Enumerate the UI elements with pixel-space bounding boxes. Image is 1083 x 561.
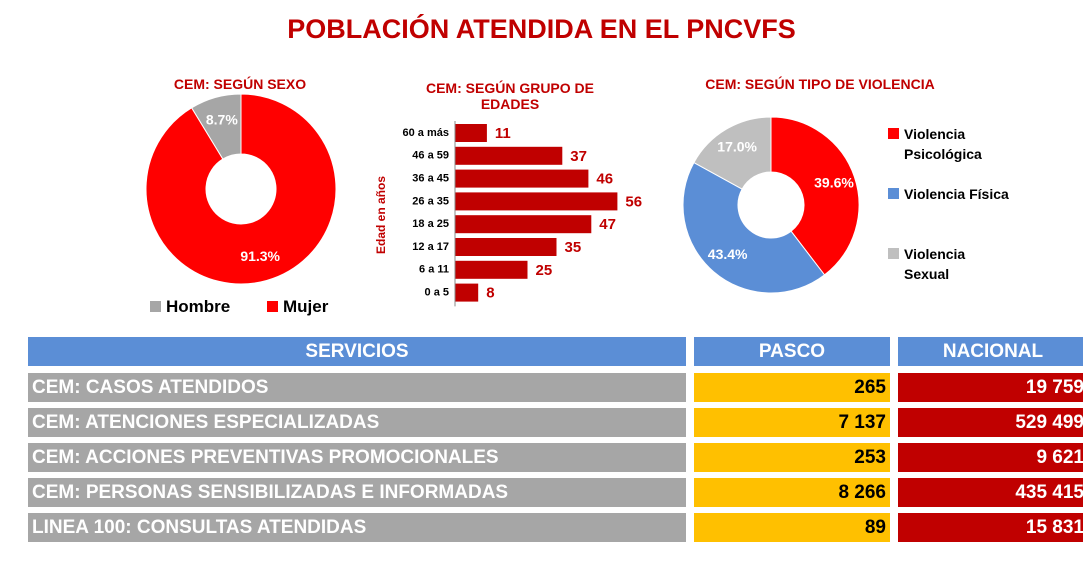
value-label: 11 xyxy=(495,125,511,142)
legend-label: Violencia Psicológica xyxy=(904,126,982,162)
table-cell: CEM: ATENCIONES ESPECIALIZADAS xyxy=(28,408,686,437)
page-title: POBLACIÓN ATENDIDA EN EL PNCVFS xyxy=(287,14,796,44)
legend-label: Hombre xyxy=(166,297,231,316)
bar xyxy=(455,215,592,234)
value-label: 35 xyxy=(565,239,582,256)
legend-entry: Hombre xyxy=(150,297,260,317)
value-label: 25 xyxy=(536,262,553,279)
table-cell: 253 xyxy=(694,443,890,472)
value-label: 46 xyxy=(596,171,613,188)
legend-entry: Violencia Sexual xyxy=(888,244,1014,284)
category-label: 18 a 25 xyxy=(412,218,449,230)
bar xyxy=(455,169,589,188)
legend-label: Violencia Sexual xyxy=(904,246,966,282)
chart-title: CEM: SEGÚN TIPO DE VIOLENCIA xyxy=(705,76,935,92)
legend-label: Violencia Física xyxy=(904,186,1009,202)
category-label: 60 a más xyxy=(403,127,449,139)
chart-title: CEM: SEGÚN GRUPO DE EDADES xyxy=(425,80,594,112)
bar xyxy=(455,260,528,279)
table-cell: 89 xyxy=(694,513,890,542)
table-cell: 265 xyxy=(694,373,890,402)
table-cell: CEM: PERSONAS SENSIBILIZADAS E INFORMADA… xyxy=(28,478,686,507)
category-label: 46 a 59 xyxy=(412,150,449,162)
bar xyxy=(455,146,563,165)
slice-label: 43.4% xyxy=(708,246,748,262)
legend-entry: Mujer xyxy=(267,297,377,317)
table-cell: 7 137 xyxy=(694,408,890,437)
bar xyxy=(455,124,487,142)
pie-slice xyxy=(770,116,860,276)
value-label: 47 xyxy=(599,216,616,233)
table-cell: CEM: ACCIONES PREVENTIVAS PROMOCIONALES xyxy=(28,443,686,472)
bar xyxy=(455,283,479,302)
slice-label: 91.3% xyxy=(240,248,280,264)
chart-title: CEM: SEGÚN SEXO xyxy=(173,76,307,92)
y-axis-label: Edad en años xyxy=(374,176,388,254)
category-label: 0 a 5 xyxy=(425,287,449,299)
table-cell: 9 621 xyxy=(898,443,1083,472)
legend-swatch xyxy=(150,301,161,312)
table-header: SERVICIOS xyxy=(28,337,686,366)
table-header: PASCO xyxy=(694,337,890,366)
category-label: 36 a 45 xyxy=(412,173,449,185)
table-cell: 529 499 xyxy=(898,408,1083,437)
legend-label: Mujer xyxy=(283,297,329,316)
table-cell: 19 759 xyxy=(898,373,1083,402)
bar xyxy=(455,238,557,256)
legend-entry: Violencia Física xyxy=(888,184,1014,204)
table-cell: LINEA 100: CONSULTAS ATENDIDAS xyxy=(28,513,686,542)
slice-label: 8.7% xyxy=(206,111,238,127)
category-label: 12 a 17 xyxy=(412,241,449,253)
legend-swatch xyxy=(267,301,278,312)
pie-slice xyxy=(682,161,826,294)
slice-label: 39.6% xyxy=(814,174,854,190)
slice-label: 17.0% xyxy=(717,138,757,154)
category-label: 26 a 35 xyxy=(412,195,449,207)
table-header: NACIONAL xyxy=(898,337,1083,366)
legend-entry: Violencia Psicológica xyxy=(888,124,1014,164)
value-label: 56 xyxy=(625,193,642,210)
table-cell: 8 266 xyxy=(694,478,890,507)
pie-slice xyxy=(693,116,772,190)
table-cell: CEM: CASOS ATENDIDOS xyxy=(28,373,686,402)
value-label: 37 xyxy=(570,148,587,165)
legend-swatch xyxy=(888,188,899,199)
bar xyxy=(455,192,618,211)
category-label: 6 a 11 xyxy=(419,264,449,276)
table-cell: 15 831 xyxy=(898,513,1083,542)
legend-swatch xyxy=(888,128,899,139)
legend-swatch xyxy=(888,248,899,259)
table-cell: 435 415 xyxy=(898,478,1083,507)
value-label: 8 xyxy=(486,285,494,302)
pie-slice xyxy=(145,93,337,285)
